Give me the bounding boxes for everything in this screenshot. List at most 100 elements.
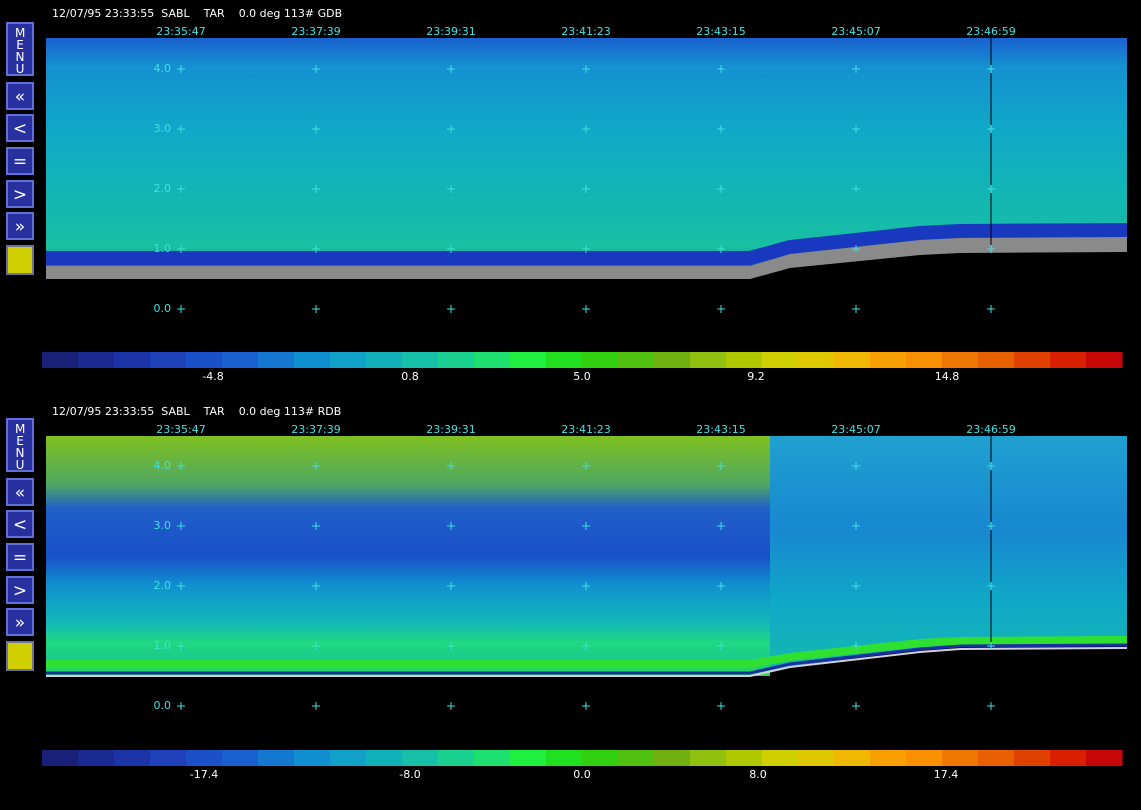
color-swatch [798, 750, 835, 766]
time-label: 23:35:47 [156, 423, 205, 436]
color-swatch [690, 750, 727, 766]
color-swatch [870, 352, 907, 368]
color-swatch [78, 750, 115, 766]
color-swatch [438, 352, 475, 368]
time-label: 23:46:59 [966, 25, 1015, 38]
color-swatch [510, 352, 547, 368]
color-swatch [294, 750, 331, 766]
nav-button[interactable]: > [6, 180, 34, 208]
color-swatch [618, 352, 655, 368]
color-swatch [870, 750, 907, 766]
time-label: 23:35:47 [156, 25, 205, 38]
color-swatch [114, 352, 151, 368]
height-label: 1.0 [154, 242, 172, 255]
color-swatch [42, 352, 79, 368]
color-swatch [546, 750, 583, 766]
time-label: 23:43:15 [696, 25, 745, 38]
nav-button[interactable]: » [6, 608, 34, 636]
scale-label: 8.0 [749, 768, 767, 781]
color-swatch [834, 750, 871, 766]
color-swatch [942, 352, 979, 368]
color-swatch [978, 352, 1015, 368]
radar-image [46, 436, 770, 676]
color-swatch [1050, 352, 1087, 368]
time-label: 23:45:07 [831, 423, 880, 436]
color-swatch [762, 750, 799, 766]
color-swatch [1050, 750, 1087, 766]
color-swatch [726, 750, 763, 766]
color-swatch [150, 750, 187, 766]
height-label: 4.0 [154, 62, 172, 75]
scale-label: 0.8 [401, 370, 419, 383]
color-swatch [474, 352, 511, 368]
color-swatch [150, 352, 187, 368]
scale-label: 17.4 [934, 768, 959, 781]
nav-button[interactable]: > [6, 576, 34, 604]
color-swatch [366, 750, 403, 766]
time-label: 23:41:23 [561, 25, 610, 38]
time-label: 23:37:39 [291, 423, 340, 436]
color-swatch [906, 750, 943, 766]
nav-button[interactable]: » [6, 212, 34, 240]
nav-button[interactable]: < [6, 114, 34, 142]
color-swatch [546, 352, 583, 368]
color-swatch [258, 750, 295, 766]
ground-clutter [46, 237, 1127, 279]
radar-image-right [770, 436, 1127, 672]
color-swatch [402, 750, 439, 766]
color-swatch [438, 750, 475, 766]
time-label: 23:45:07 [831, 25, 880, 38]
scale-label: 14.8 [935, 370, 960, 383]
scale-label: 5.0 [573, 370, 591, 383]
height-label: 2.0 [154, 182, 172, 195]
scale-label: 9.2 [747, 370, 765, 383]
color-swatch [474, 750, 511, 766]
scale-label: -4.8 [202, 370, 223, 383]
height-label: 2.0 [154, 579, 172, 592]
color-swatch [1086, 750, 1123, 766]
color-swatch [978, 750, 1015, 766]
color-swatch [798, 352, 835, 368]
echo-band [46, 223, 1128, 265]
height-label: 0.0 [154, 302, 172, 315]
nav-button[interactable]: = [6, 147, 34, 175]
color-swatch [294, 352, 331, 368]
color-swatch [402, 352, 439, 368]
time-label: 23:37:39 [291, 25, 340, 38]
color-swatch [222, 750, 259, 766]
height-label: 3.0 [154, 519, 172, 532]
color-swatch [726, 352, 763, 368]
surface-line [46, 647, 1128, 677]
time-label: 23:41:23 [561, 423, 610, 436]
color-swatch [222, 352, 259, 368]
color-swatch [582, 352, 619, 368]
scale-label: 0.0 [573, 768, 591, 781]
color-swatch [654, 750, 691, 766]
color-swatch [114, 750, 151, 766]
color-swatch [762, 352, 799, 368]
nav-button[interactable]: < [6, 510, 34, 538]
status-button[interactable] [6, 641, 34, 671]
color-swatch [582, 750, 619, 766]
nav-button[interactable]: « [6, 478, 34, 506]
menu-button[interactable]: MENU [6, 418, 34, 472]
nav-button[interactable]: = [6, 543, 34, 571]
color-swatch [1086, 352, 1123, 368]
color-swatch [510, 750, 547, 766]
time-label: 23:39:31 [426, 423, 475, 436]
status-button[interactable] [6, 245, 34, 275]
time-label: 23:39:31 [426, 25, 475, 38]
radar-image [46, 38, 1127, 266]
color-swatch [366, 352, 403, 368]
color-swatch [42, 750, 79, 766]
height-label: 3.0 [154, 122, 172, 135]
menu-button[interactable]: MENU [6, 22, 34, 76]
echo-band [46, 636, 1128, 668]
panel-header: 12/07/95 23:33:55 SABL TAR 0.0 deg 113# … [52, 405, 341, 418]
color-swatch [690, 352, 727, 368]
time-label: 23:46:59 [966, 423, 1015, 436]
color-swatch [186, 352, 223, 368]
color-swatch [258, 352, 295, 368]
nav-button[interactable]: « [6, 82, 34, 110]
